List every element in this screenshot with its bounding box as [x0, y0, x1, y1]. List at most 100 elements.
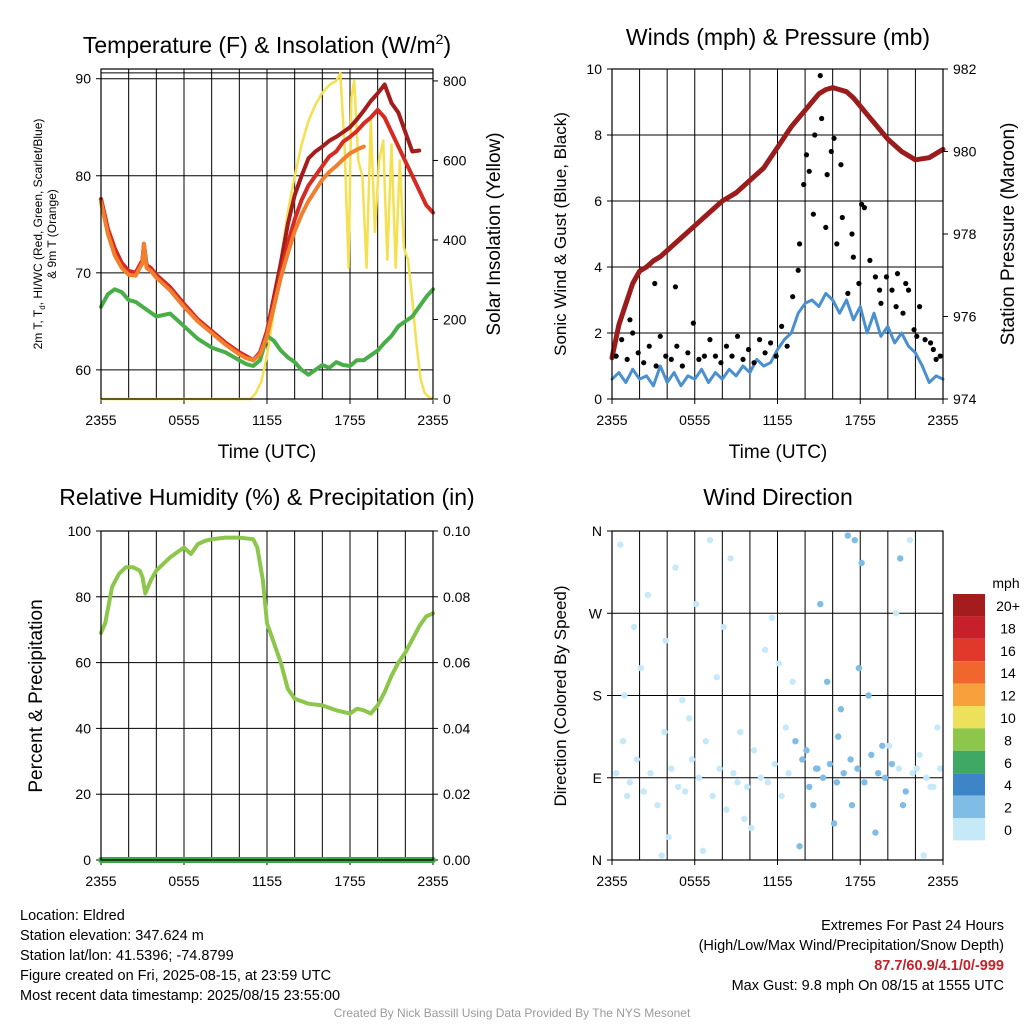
direction-point — [612, 769, 620, 777]
rh-y2tick-label: 0.04 — [443, 720, 470, 736]
wind-gust-point — [685, 350, 691, 356]
wind-gust-point — [784, 343, 790, 349]
legend-label: 14 — [1000, 665, 1016, 681]
rh-ytick-label: 0 — [83, 852, 91, 868]
direction-point — [872, 829, 879, 836]
wind-gust-point — [856, 280, 862, 287]
direction-point — [830, 820, 838, 827]
speed-legend: mph 20+ 18 16 14 12 10 8 6 4 2 0 — [953, 575, 1020, 841]
direction-point — [819, 774, 827, 781]
legend-swatch — [953, 818, 985, 841]
wind-gust-point — [624, 356, 630, 362]
direction-point — [633, 756, 641, 763]
rh-y2tick-label: 0.08 — [443, 589, 470, 605]
direction-point — [937, 765, 944, 772]
legend-unit: mph — [992, 575, 1019, 591]
wind-gust-point — [790, 294, 796, 300]
direction-point — [799, 756, 806, 763]
wind-gust-point — [867, 257, 873, 263]
temperature-title-main: Temperature (F) & Insolation (W/m — [83, 32, 436, 58]
wind-gust-point — [872, 274, 879, 280]
direction-point — [897, 555, 904, 562]
direction-point — [840, 769, 847, 777]
direction-point — [661, 728, 668, 736]
wind-gust-point — [845, 290, 851, 296]
direction-point — [658, 852, 665, 859]
rh-xtick-label: 0555 — [168, 873, 199, 889]
legend-swatch — [953, 728, 985, 751]
direction-point — [692, 600, 700, 608]
wind-gust-point — [933, 356, 939, 362]
legend-label: 6 — [1004, 755, 1012, 771]
direction-point — [672, 564, 679, 571]
wind-gust-point — [905, 287, 912, 293]
direction-point — [686, 715, 693, 722]
wind-gust-point — [674, 343, 680, 349]
direction-point — [662, 637, 669, 644]
direction-point — [861, 779, 868, 786]
rh-frame — [100, 530, 434, 861]
direction-point — [837, 706, 845, 713]
direction-point — [713, 674, 721, 681]
wind-gust-point — [745, 346, 752, 353]
direction-point — [702, 737, 709, 745]
direction-point — [734, 779, 741, 786]
direction-point — [640, 788, 647, 795]
wind-gust-point — [922, 337, 928, 343]
dir-xtick-label: 2355 — [927, 873, 958, 889]
wind-gust-point — [839, 214, 845, 221]
temp-y2tick-label: 200 — [443, 311, 467, 327]
legend-label: 8 — [1004, 732, 1012, 748]
wind-wind-line — [610, 291, 945, 388]
wind-ytick-label: 6 — [594, 193, 602, 209]
direction-point — [834, 733, 842, 740]
direction-point — [906, 536, 914, 544]
temp-ytick-label: 80 — [75, 168, 91, 184]
wind-xtick-label: 1755 — [845, 412, 876, 428]
rh-y2tick-label: 0.06 — [443, 655, 470, 671]
direction-point — [688, 756, 696, 763]
temp-y2tick-label: 600 — [443, 152, 467, 168]
wind-gust-point — [878, 300, 884, 306]
direction-point — [778, 792, 785, 800]
wind-gust-point — [668, 356, 674, 362]
temp-frame — [100, 68, 434, 400]
temp-xtick-label: 2355 — [417, 412, 448, 428]
direction-point — [630, 623, 638, 631]
wind-gust-point — [823, 224, 829, 230]
rh-ytick-label: 100 — [68, 523, 92, 539]
rh-ytick-label: 60 — [75, 655, 91, 671]
wind-gust-point — [613, 353, 619, 359]
wind-gust-point — [810, 211, 816, 217]
direction-point — [833, 779, 841, 786]
wind-xlabel: Time (UTC) — [729, 442, 828, 463]
figure-created: Figure created on Fri, 2025-08-15, at 23… — [20, 968, 332, 984]
wind-gust-point — [751, 360, 757, 366]
direction-point — [668, 765, 675, 772]
extremes-info: Extremes For Past 24 Hours (High/Low/Max… — [699, 916, 1004, 996]
dir-ytick-label: N — [592, 523, 602, 539]
humidity-title: Relative Humidity (%) & Precipitation (i… — [59, 484, 474, 510]
direction-point — [874, 769, 882, 777]
direction-point — [647, 769, 654, 777]
direction-point — [814, 765, 821, 772]
legend-label: 10 — [1000, 710, 1016, 726]
wind-gust-point — [652, 280, 658, 287]
legend-swatch — [953, 616, 985, 639]
direction-ylabel-left: Direction (Colored By Speed) — [551, 585, 570, 806]
station-location: Location: Eldred — [20, 908, 125, 924]
direction-point — [892, 610, 900, 617]
direction-point — [855, 664, 863, 672]
legend-label: 16 — [1000, 643, 1016, 659]
legend-swatch — [953, 773, 985, 796]
direction-point — [623, 792, 631, 800]
temp-ytick-label: 90 — [75, 71, 91, 87]
dir-xtick-label: 1155 — [762, 873, 792, 889]
temp-dewpoint-line — [99, 287, 435, 377]
wind-gust-point — [828, 148, 834, 155]
direction-point — [851, 536, 858, 544]
direction-point — [916, 751, 923, 759]
wind-gust-point — [914, 333, 920, 339]
wind-pressure-line — [609, 85, 946, 361]
wind-gust-point — [903, 280, 909, 287]
